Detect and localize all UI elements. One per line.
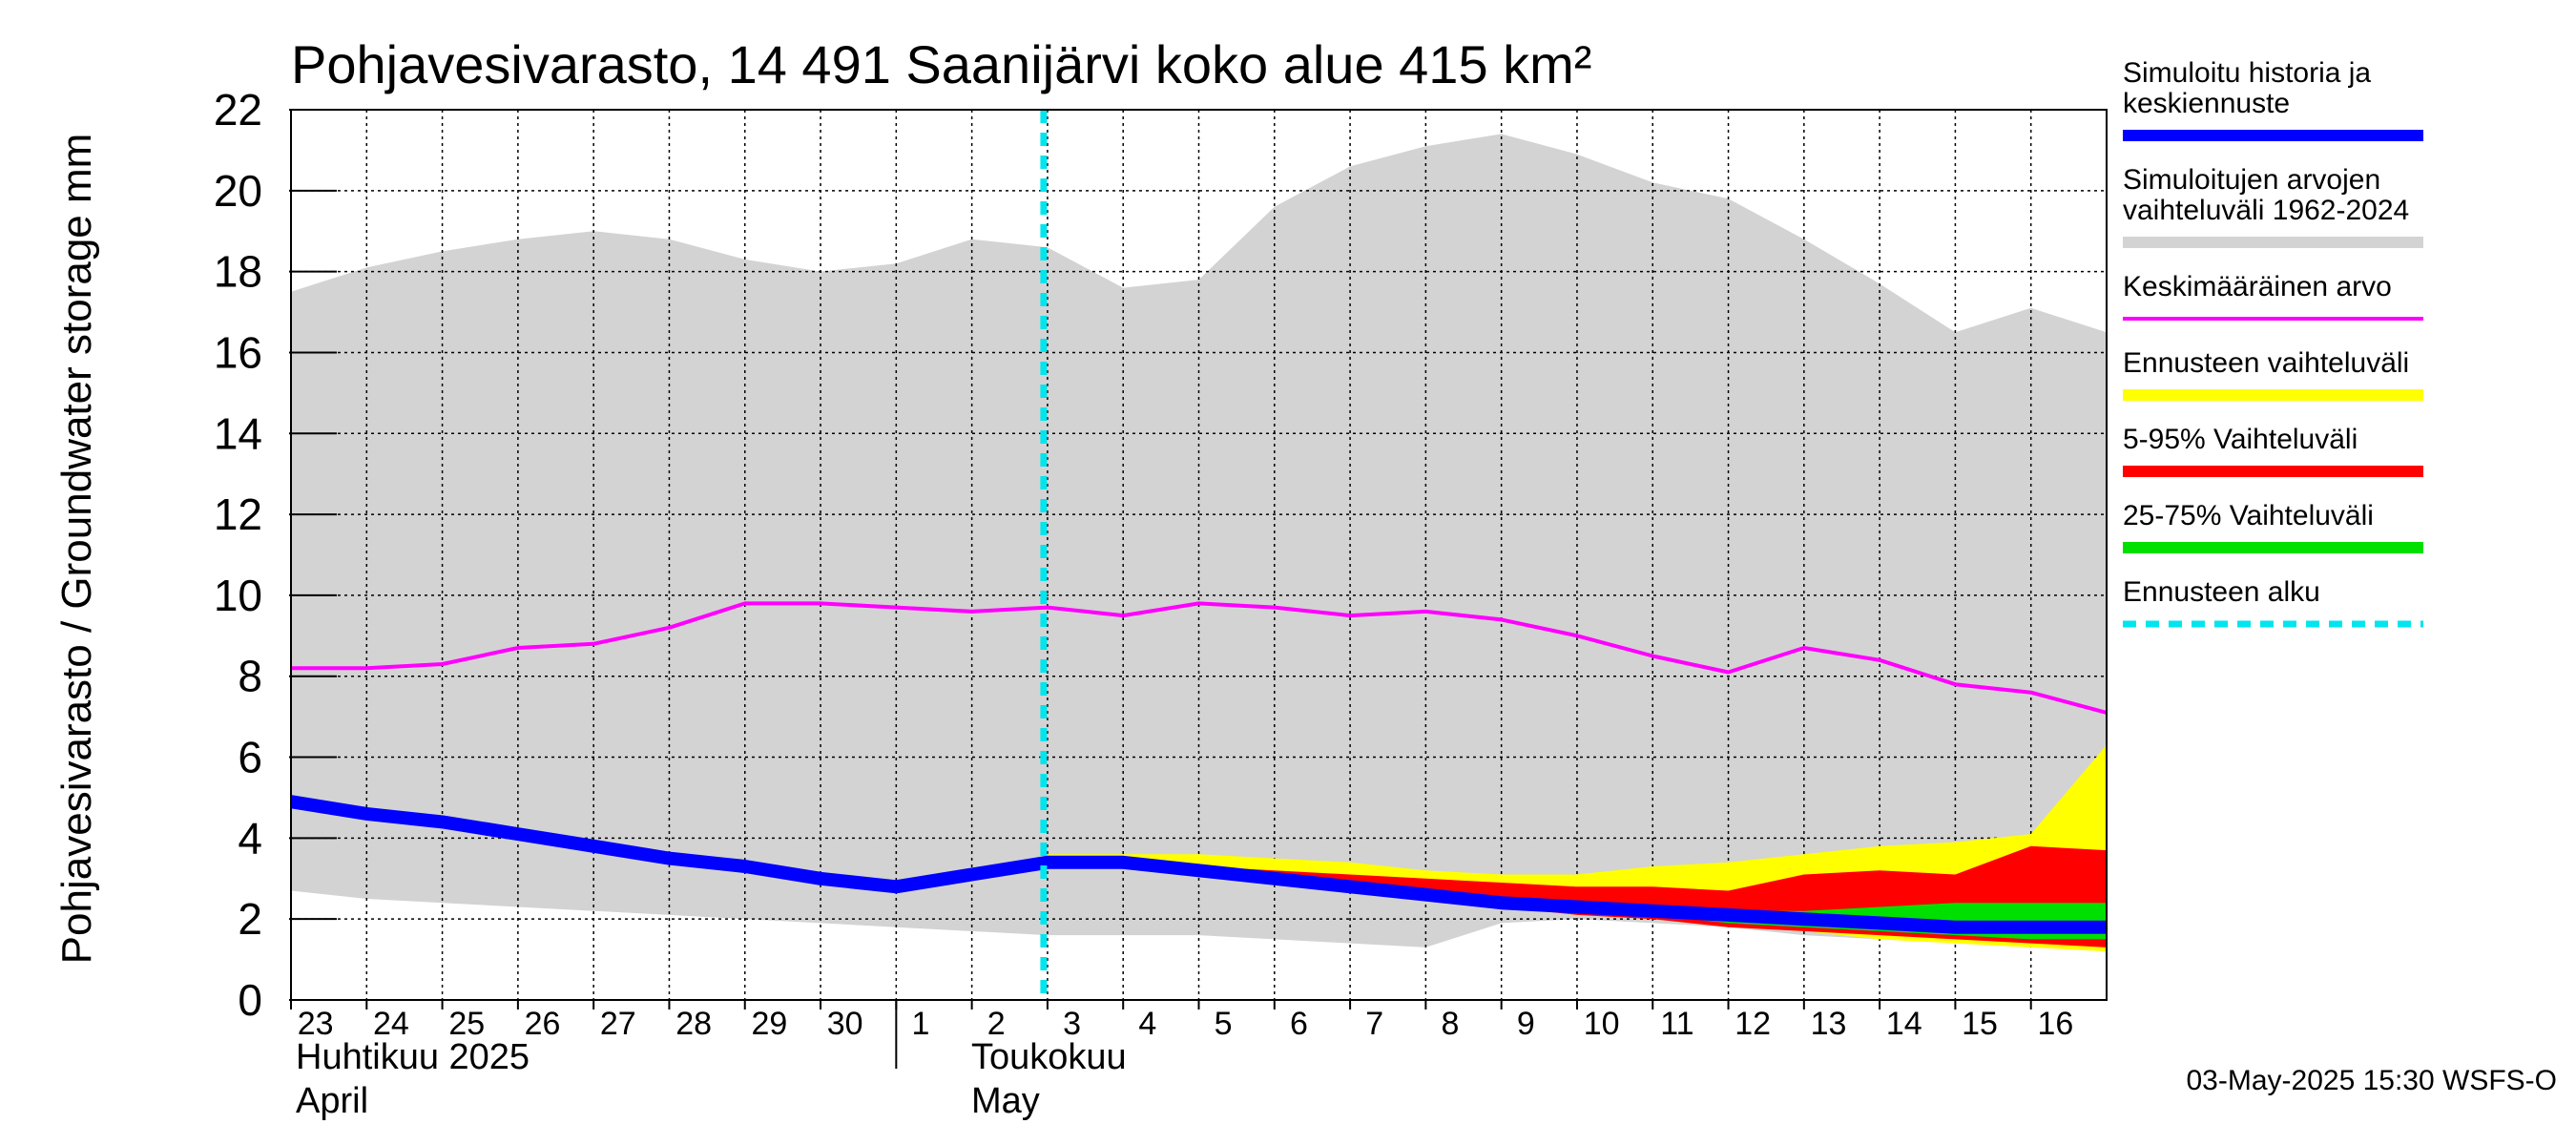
y-tick-label: 8	[238, 652, 262, 701]
x-tick-label: 11	[1660, 1006, 1693, 1042]
y-tick-label: 12	[214, 489, 262, 539]
month-label-april-en: April	[296, 1081, 368, 1121]
y-tick-label: 20	[214, 166, 262, 216]
x-tick-label: 7	[1365, 1006, 1383, 1042]
x-tick-label: 24	[373, 1006, 409, 1042]
x-tick-label: 16	[2037, 1006, 2073, 1042]
month-label-april: Huhtikuu 2025	[296, 1037, 530, 1077]
y-tick-label: 2	[238, 894, 262, 944]
legend-label-p5_95: 5-95% Vaihteluväli	[2123, 424, 2358, 455]
month-label-may: Toukokuu	[971, 1037, 1127, 1077]
y-tick-label: 18	[214, 247, 262, 297]
x-tick-label: 27	[600, 1006, 636, 1042]
x-tick-label: 29	[751, 1006, 787, 1042]
y-tick-label: 6	[238, 733, 262, 782]
x-tick-label: 26	[525, 1006, 561, 1042]
x-tick-label: 8	[1442, 1006, 1460, 1042]
x-tick-label: 25	[448, 1006, 485, 1042]
y-tick-label: 14	[214, 408, 262, 458]
y-axis-label: Pohjavesivarasto / Groundwater storage m…	[53, 134, 100, 965]
y-tick-label: 4	[238, 813, 262, 863]
x-tick-label: 28	[675, 1006, 712, 1042]
timestamp-footer: 03-May-2025 15:30 WSFS-O	[2187, 1065, 2558, 1096]
x-tick-label: 1	[912, 1006, 930, 1042]
y-tick-label: 22	[214, 85, 262, 135]
legend-label-range_hist: Simuloitujen arvojen vaihteluväli 1962-20…	[2123, 164, 2409, 226]
legend-label-fc_start: Ennusteen alku	[2123, 576, 2320, 608]
legend-label-sim: Simuloitu historia ja keskiennuste	[2123, 57, 2371, 119]
legend-label-range_fc: Ennusteen vaihteluväli	[2123, 347, 2409, 379]
x-tick-label: 13	[1811, 1006, 1847, 1042]
x-tick-label: 23	[298, 1006, 334, 1042]
x-tick-label: 3	[1063, 1006, 1081, 1042]
x-tick-label: 9	[1517, 1006, 1535, 1042]
legend-label-mean: Keskimääräinen arvo	[2123, 271, 2392, 302]
x-tick-label: 10	[1584, 1006, 1620, 1042]
mean-line	[291, 601, 2108, 715]
month-label-may-en: May	[971, 1081, 1040, 1121]
legend-label-p25_75: 25-75% Vaihteluväli	[2123, 500, 2374, 531]
x-tick-label: 2	[987, 1006, 1006, 1042]
x-tick-label: 5	[1215, 1006, 1233, 1042]
y-tick-label: 0	[238, 975, 262, 1025]
x-tick-label: 6	[1290, 1006, 1308, 1042]
x-tick-label: 12	[1735, 1006, 1771, 1042]
range_hist-band	[291, 134, 2107, 952]
x-tick-label: 30	[827, 1006, 863, 1042]
y-tick-label: 16	[214, 327, 262, 377]
x-tick-label: 14	[1886, 1006, 1922, 1042]
x-tick-label: 4	[1138, 1006, 1156, 1042]
legend: Simuloitu historia ja keskiennuste Simuloi…	[2123, 57, 2423, 628]
x-tick-label: 15	[1962, 1006, 1998, 1042]
plot-area	[289, 109, 2108, 1000]
sim-line	[289, 795, 2107, 934]
y-tick-label: 10	[214, 571, 262, 620]
chart-title: Pohjavesivarasto, 14 491 Saanijärvi koko…	[291, 34, 1591, 94]
